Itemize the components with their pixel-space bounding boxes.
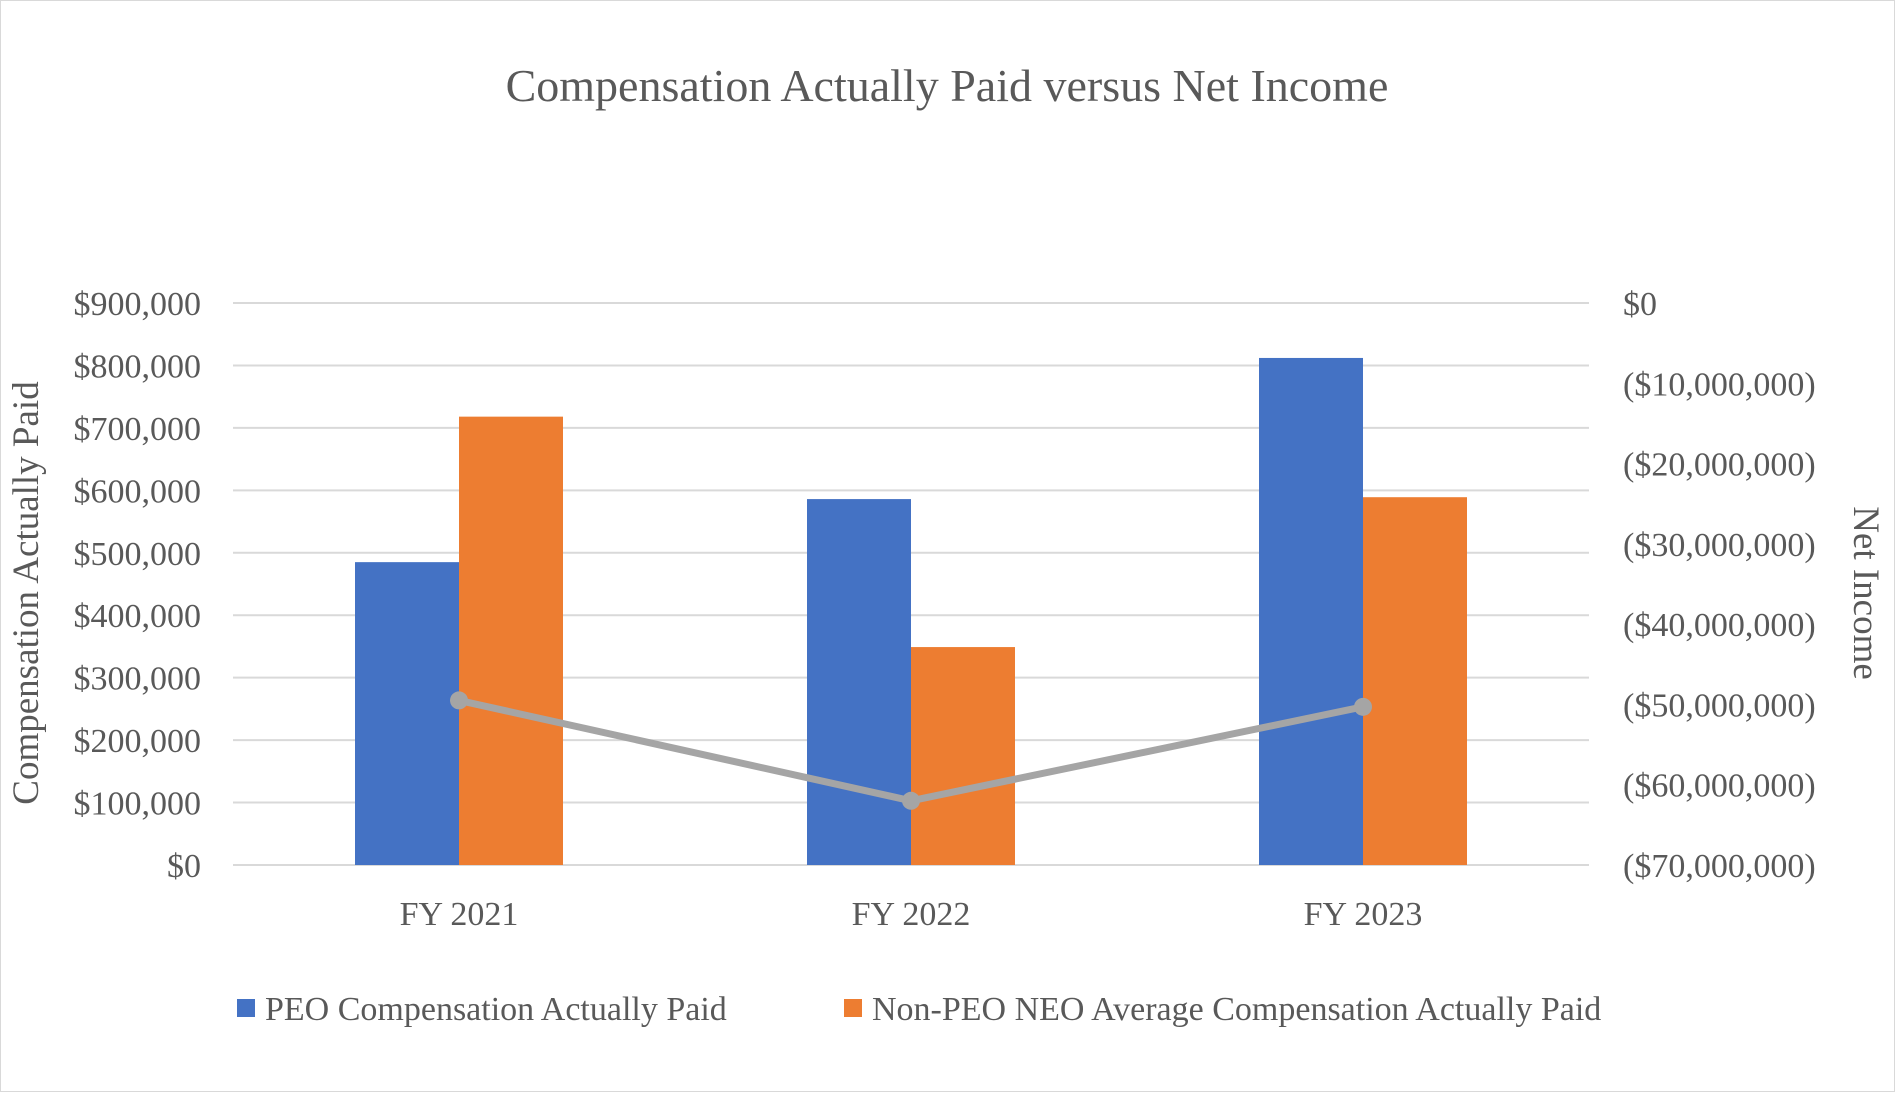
bar-non-peo-fy-2023 [1363, 497, 1467, 865]
bar-peo-fy-2023 [1259, 357, 1363, 865]
bar-non-peo-fy-2021 [459, 416, 563, 865]
left-tick-label: $200,000 [74, 723, 202, 760]
bar-peo-fy-2022 [807, 499, 911, 865]
right-axis-ticks: $0 ($10,000,000) ($20,000,000) ($30,000,000… [1623, 286, 1816, 885]
bars [355, 357, 1467, 865]
right-axis-title: Net Income [1845, 506, 1886, 680]
x-tick-label: FY 2023 [1304, 896, 1423, 933]
legend-swatch-non-peo [844, 999, 862, 1017]
net-income-point-fy-2022 [902, 791, 920, 810]
left-tick-label: $0 [167, 848, 201, 885]
legend-label-non-peo: Non-PEO NEO Average Compensation Actuall… [872, 991, 1601, 1028]
left-tick-label: $500,000 [74, 536, 202, 573]
legend-label-peo: PEO Compensation Actually Paid [265, 991, 727, 1028]
x-tick-label: FY 2021 [400, 896, 519, 933]
legend: PEO Compensation Actually Paid Non-PEO NE… [237, 991, 1601, 1028]
right-tick-label: ($20,000,000) [1623, 447, 1816, 484]
x-axis-ticks: FY 2021 FY 2022 FY 2023 [400, 896, 1423, 933]
bar-non-peo-fy-2022 [911, 647, 1015, 865]
left-tick-label: $900,000 [74, 286, 202, 323]
right-tick-label: $0 [1623, 286, 1657, 323]
left-tick-label: $400,000 [74, 598, 202, 635]
right-tick-label: ($60,000,000) [1623, 768, 1816, 805]
right-tick-label: ($70,000,000) [1623, 848, 1816, 885]
left-axis-ticks: $0 $100,000 $200,000 $300,000 $400,000 $500,0… [74, 286, 202, 885]
left-tick-label: $800,000 [74, 348, 202, 385]
right-tick-label: ($10,000,000) [1623, 366, 1816, 403]
legend-swatch-peo [237, 999, 255, 1017]
right-tick-label: ($40,000,000) [1623, 607, 1816, 644]
bar-peo-fy-2021 [355, 562, 459, 865]
chart-title: Compensation Actually Paid versus Net In… [506, 60, 1389, 111]
left-tick-label: $700,000 [74, 411, 202, 448]
right-tick-label: ($30,000,000) [1623, 527, 1816, 564]
left-tick-label: $100,000 [74, 786, 202, 823]
net-income-line [450, 691, 1372, 810]
left-tick-label: $600,000 [74, 473, 202, 510]
x-tick-label: FY 2022 [852, 896, 971, 933]
right-tick-label: ($50,000,000) [1623, 687, 1816, 724]
net-income-point-fy-2021 [450, 691, 468, 710]
left-tick-label: $300,000 [74, 661, 202, 698]
left-axis-title: Compensation Actually Paid [6, 381, 47, 805]
net-income-point-fy-2023 [1354, 697, 1372, 716]
